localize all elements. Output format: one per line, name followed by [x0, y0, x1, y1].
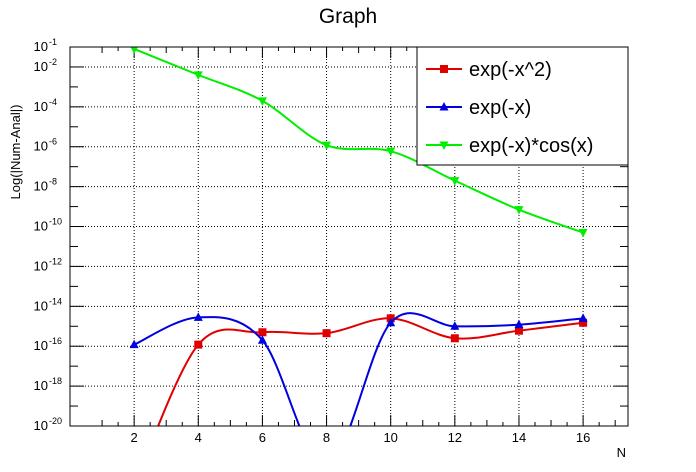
data-point: [322, 329, 331, 338]
y-tick-exponent: -4: [49, 97, 57, 107]
data-point: [579, 318, 588, 327]
data-point: [193, 312, 203, 321]
legend-label: exp(-x): [469, 97, 531, 119]
y-tick-label: 10-10: [34, 217, 62, 234]
data-point: [578, 229, 588, 238]
y-tick-exponent: -6: [49, 137, 57, 147]
x-axis-label: N: [617, 445, 626, 460]
series-line: [133, 312, 584, 426]
data-point: [257, 97, 267, 106]
series-line: [133, 48, 584, 234]
series-2: [129, 312, 588, 426]
series-3: [130, 47, 588, 238]
data-point: [386, 147, 396, 157]
y-tick-label: 10-16: [34, 336, 62, 353]
plot-frame: [69, 46, 629, 427]
y-tick-exponent: -2: [49, 57, 57, 67]
data-point: [450, 334, 459, 343]
data-point: [322, 141, 332, 151]
data-point: [194, 340, 203, 349]
y-tick-exponent: -8: [49, 177, 57, 187]
y-tick-label: 10-20: [34, 416, 62, 433]
y-tick-exponent: -12: [49, 256, 62, 266]
y-tick-labels: 10-1 10-2 10-4 10-6 10-8 10-10 10-12 10-14 10-16…: [34, 37, 62, 433]
data-point: [193, 71, 203, 80]
y-tick-label: 10-1: [34, 37, 57, 54]
legend-label: exp(-x^2): [469, 59, 552, 81]
legend-label: exp(-x)*cos(x): [469, 135, 593, 157]
data-point: [514, 326, 523, 335]
x-tick-label: 8: [323, 430, 330, 445]
x-tick-label: 10: [383, 430, 397, 445]
y-tick-label: 10-2: [34, 57, 57, 74]
y-tick-label: 10-4: [34, 97, 57, 114]
x-tick-labels: 2 4 6 8 10 12 14 16: [131, 430, 591, 445]
x-tick-label: 4: [195, 430, 202, 445]
y-tick-label: 10-6: [34, 137, 57, 154]
series-layer: [129, 47, 588, 426]
y-tick-exponent: -10: [49, 217, 62, 227]
y-tick-exponent: -1: [49, 37, 57, 47]
legend-items: exp(-x^2) exp(-x) exp(-x)*cos(x): [426, 59, 593, 157]
legend-marker: [439, 102, 449, 111]
legend-marker: [439, 141, 449, 150]
y-tick-label: 10-12: [34, 256, 62, 273]
data-point: [450, 321, 460, 330]
legend-marker: [440, 65, 448, 73]
y-axis-label: Log(|Num-Anal|): [8, 105, 23, 200]
y-tick-label: 10-14: [34, 296, 62, 313]
data-point: [257, 335, 267, 344]
data-point: [386, 317, 396, 327]
y-tick-exponent: -18: [49, 376, 62, 386]
data-point: [450, 177, 460, 186]
x-tick-label: 12: [448, 430, 462, 445]
x-tick-label: 2: [131, 430, 138, 445]
data-point: [258, 328, 267, 337]
chart-title: Graph: [319, 5, 377, 28]
data-point: [514, 319, 524, 329]
x-tick-label: 16: [576, 430, 590, 445]
data-point: [129, 339, 139, 349]
y-tick-label: 10-8: [34, 177, 57, 194]
x-tick-label: 14: [512, 430, 526, 445]
data-point: [130, 47, 138, 54]
legend: exp(-x^2) exp(-x) exp(-x)*cos(x): [416, 46, 629, 166]
y-tick-exponent: -20: [49, 416, 62, 426]
x-tick-label: 6: [259, 430, 266, 445]
y-tick-label: 10-18: [34, 376, 62, 393]
data-point: [514, 206, 524, 215]
data-point: [578, 313, 588, 322]
y-tick-exponent: -16: [49, 336, 62, 346]
y-tick-exponent: -14: [49, 296, 62, 306]
